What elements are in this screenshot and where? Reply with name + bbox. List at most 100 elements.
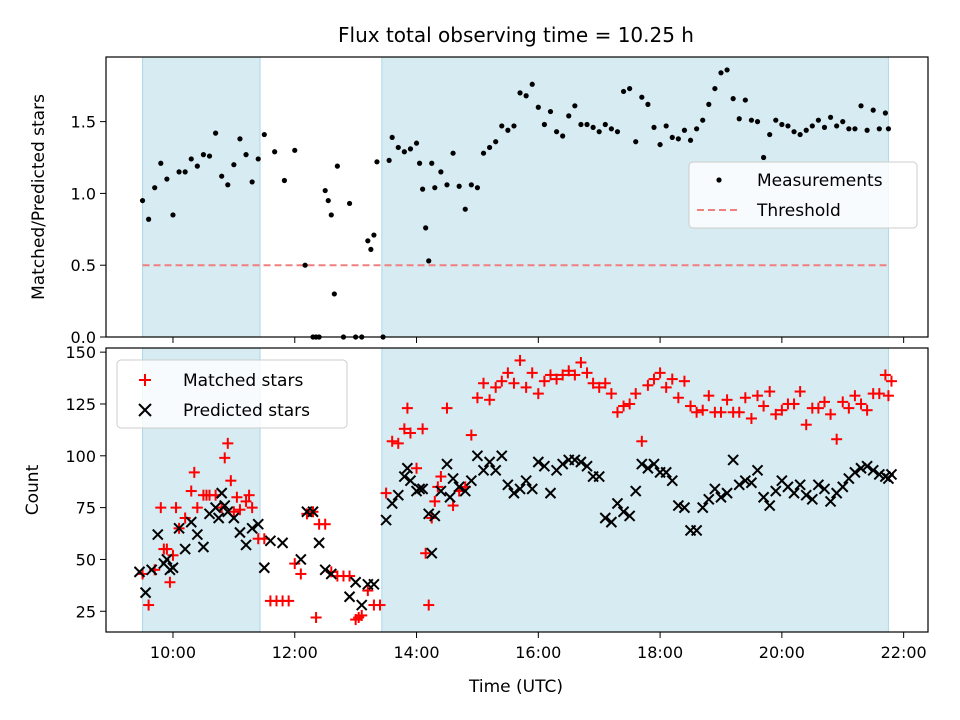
predicted-star-point — [837, 481, 849, 493]
predicted-star-point — [715, 491, 727, 503]
legend-measurements-label: Measurements — [757, 171, 883, 191]
measurement-point — [651, 124, 657, 130]
measurement-point — [206, 153, 213, 159]
bottom-y-tick-label: 50 — [76, 550, 96, 569]
matched-star-point — [398, 423, 410, 435]
legend-measurements-marker — [716, 177, 722, 183]
matched-star-point — [575, 357, 587, 369]
predicted-star-point — [453, 481, 465, 493]
matched-star-point — [143, 599, 155, 611]
measurement-point — [876, 126, 882, 132]
matched-star-point — [611, 406, 623, 418]
measurement-point — [809, 123, 815, 129]
predicted-star-point — [727, 454, 739, 466]
predicted-star-point — [630, 485, 642, 497]
predicted-star-point — [185, 516, 197, 528]
chart-title: Flux total observing time = 10.25 h — [338, 23, 694, 47]
matched-star-point — [246, 502, 258, 514]
predicted-star-point — [733, 479, 745, 491]
measurement-point — [322, 187, 328, 194]
matched-star-point — [818, 396, 830, 408]
predicted-star-point — [672, 499, 685, 512]
measurement-point — [328, 212, 334, 218]
legend-predicted-marker — [138, 403, 152, 417]
matched-star-point — [465, 429, 477, 441]
predicted-star-point — [660, 466, 672, 479]
measurement-point — [194, 163, 200, 169]
measurement-point — [281, 177, 288, 184]
matched-star-point — [831, 433, 843, 445]
matched-star-point — [685, 400, 697, 412]
measurement-point — [302, 262, 308, 268]
predicted-star-point — [145, 564, 158, 576]
measurement-point — [261, 131, 267, 138]
predicted-star-point — [824, 495, 837, 508]
measurement-point — [200, 152, 207, 158]
matched-star-point — [164, 576, 176, 588]
predicted-star-point — [423, 508, 435, 520]
measurement-point — [389, 134, 395, 141]
predicted-star-point — [219, 499, 231, 512]
measurement-point — [657, 141, 663, 148]
matched-star-point — [161, 543, 173, 555]
predicted-star-point — [666, 474, 678, 487]
predicted-star-point — [197, 541, 210, 553]
measurement-point — [840, 119, 846, 125]
matched-star-point — [167, 549, 179, 561]
predicted-star-point — [258, 562, 271, 574]
predicted-star-point — [538, 460, 551, 472]
matched-star-point — [289, 558, 301, 570]
predicted-star-point — [642, 462, 654, 474]
measurement-point — [578, 121, 584, 128]
measurement-point — [213, 130, 219, 136]
matched-star-point — [502, 367, 514, 379]
matched-star-point — [362, 585, 374, 597]
predicted-star-point — [459, 485, 471, 497]
matched-star-point — [447, 500, 459, 512]
matched-star-point — [228, 506, 240, 518]
matched-star-point — [310, 611, 322, 623]
measurement-point — [188, 156, 194, 162]
matched-star-point — [861, 404, 873, 416]
matched-stars-series — [137, 354, 897, 626]
measurement-point — [590, 124, 596, 130]
matched-star-point — [471, 392, 483, 404]
measurement-point — [858, 103, 864, 109]
predicted-star-point — [806, 493, 819, 506]
measurement-point — [821, 124, 828, 130]
matched-star-point — [496, 375, 508, 387]
bottom-panel: 25 50 75 100 125 150 10:00 12:00 14:00 16:00 18:0… — [23, 343, 929, 697]
measurement-point — [663, 123, 669, 129]
matched-star-point — [538, 375, 550, 387]
predicted-star-point — [770, 485, 782, 497]
predicted-star-point — [368, 578, 380, 591]
matched-star-point — [624, 398, 636, 410]
measurement-point — [645, 101, 651, 107]
measurement-point — [566, 113, 572, 119]
measurement-point — [639, 94, 645, 100]
matched-star-point — [770, 408, 782, 420]
measurement-point — [773, 117, 779, 123]
measurement-point — [511, 123, 517, 129]
measurement-point — [885, 126, 892, 132]
predicted-star-point — [349, 576, 362, 588]
matched-star-point — [697, 404, 709, 416]
predicted-star-point — [502, 479, 514, 491]
measurement-point — [620, 88, 627, 95]
matched-star-point — [392, 437, 404, 449]
predicted-star-point — [514, 483, 526, 495]
predicted-star-point — [152, 528, 164, 541]
measurement-point — [700, 117, 706, 123]
matched-star-point — [776, 404, 788, 416]
measurement-point — [158, 160, 164, 166]
predicted-star-point — [401, 462, 414, 474]
predicted-star-point — [849, 466, 861, 479]
predicted-star-point — [581, 460, 593, 472]
measurement-point — [401, 149, 407, 155]
measurement-point — [627, 85, 633, 92]
matched-star-point — [666, 373, 678, 385]
measurement-point — [827, 114, 834, 120]
measurement-point — [438, 169, 444, 175]
bottom-y-axis-label: Count — [23, 464, 43, 515]
measurement-point — [767, 131, 773, 138]
